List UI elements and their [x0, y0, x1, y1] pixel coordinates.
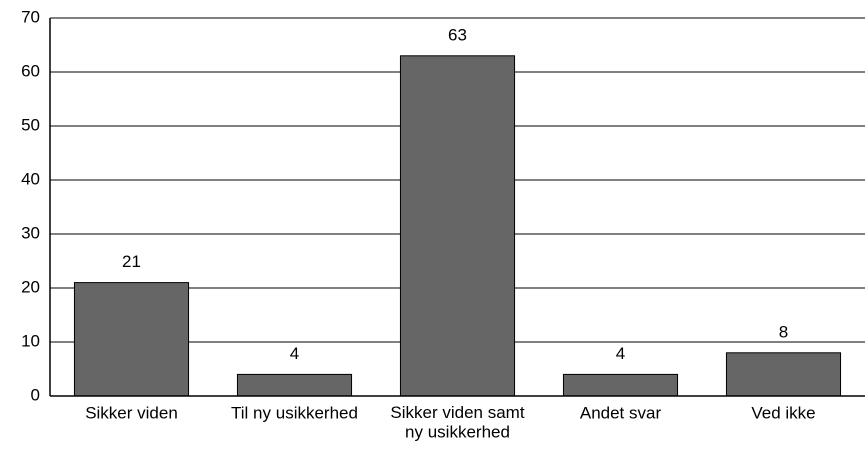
y-tick-label: 30	[21, 223, 40, 242]
y-tick-label: 50	[21, 115, 40, 134]
x-tick-label: Andet svar	[580, 403, 662, 422]
bar	[725, 352, 842, 397]
y-tick-label: 60	[21, 61, 40, 80]
x-tick-label: Sikker viden samt ny usikkerhed	[390, 403, 524, 442]
value-label: 4	[616, 344, 625, 363]
bar	[399, 55, 516, 397]
y-tick-label: 0	[31, 385, 40, 404]
bar	[562, 373, 679, 397]
bar	[236, 373, 353, 397]
value-label: 63	[448, 25, 467, 44]
value-label: 21	[122, 252, 141, 271]
y-tick-label: 10	[21, 331, 40, 350]
x-tick-label: Til ny usikkerhed	[231, 403, 358, 422]
value-label: 8	[779, 322, 788, 341]
value-label: 4	[290, 344, 299, 363]
bar	[73, 282, 190, 397]
x-tick-label: Sikker viden	[85, 403, 178, 422]
y-tick-label: 70	[21, 7, 40, 26]
x-tick-label: Ved ikke	[751, 403, 815, 422]
y-tick-label: 40	[21, 169, 40, 188]
y-tick-label: 20	[21, 277, 40, 296]
